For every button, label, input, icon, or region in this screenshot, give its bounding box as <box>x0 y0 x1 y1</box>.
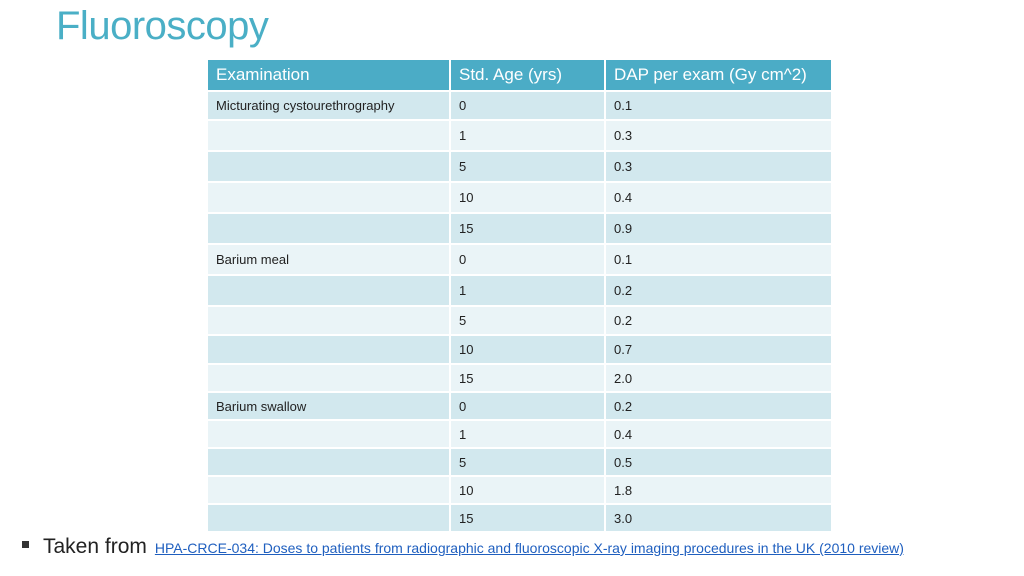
table-row: Micturating cystourethrography 0 0.1 <box>208 90 831 119</box>
cell-std-age: 15 <box>451 363 606 391</box>
cell-examination: Barium meal <box>208 243 451 274</box>
table-row: Barium meal 0 0.1 <box>208 243 831 274</box>
table-row: 10 0.7 <box>208 334 831 363</box>
table-row: Barium swallow 0 0.2 <box>208 391 831 419</box>
cell-std-age: 0 <box>451 243 606 274</box>
table-header-row: Examination Std. Age (yrs) DAP per exam … <box>208 60 831 90</box>
table-row: 1 0.4 <box>208 419 831 447</box>
cell-dap: 0.1 <box>606 90 831 119</box>
header-dap: DAP per exam (Gy cm^2) <box>606 60 831 90</box>
cell-examination <box>208 475 451 503</box>
cell-examination: Barium swallow <box>208 391 451 419</box>
table-row: 5 0.5 <box>208 447 831 475</box>
cell-dap: 3.0 <box>606 503 831 531</box>
cell-dap: 0.2 <box>606 274 831 305</box>
cell-dap: 0.3 <box>606 150 831 181</box>
cell-std-age: 5 <box>451 447 606 475</box>
cell-std-age: 10 <box>451 334 606 363</box>
cell-dap: 0.2 <box>606 305 831 334</box>
cell-std-age: 10 <box>451 475 606 503</box>
source-lead: Taken from <box>43 535 147 558</box>
table-row: 15 2.0 <box>208 363 831 391</box>
cell-examination <box>208 334 451 363</box>
cell-std-age: 5 <box>451 150 606 181</box>
cell-examination <box>208 181 451 212</box>
cell-examination <box>208 503 451 531</box>
header-std-age: Std. Age (yrs) <box>451 60 606 90</box>
cell-dap: 0.4 <box>606 181 831 212</box>
cell-examination <box>208 447 451 475</box>
cell-examination <box>208 363 451 391</box>
cell-examination <box>208 150 451 181</box>
cell-std-age: 15 <box>451 212 606 243</box>
table-row: 15 0.9 <box>208 212 831 243</box>
cell-dap: 0.7 <box>606 334 831 363</box>
cell-examination <box>208 305 451 334</box>
cell-dap: 0.9 <box>606 212 831 243</box>
cell-std-age: 0 <box>451 391 606 419</box>
cell-examination <box>208 274 451 305</box>
cell-dap: 0.3 <box>606 119 831 150</box>
cell-std-age: 1 <box>451 274 606 305</box>
dose-table: Examination Std. Age (yrs) DAP per exam … <box>208 60 831 531</box>
cell-std-age: 5 <box>451 305 606 334</box>
cell-std-age: 10 <box>451 181 606 212</box>
cell-examination <box>208 419 451 447</box>
cell-dap: 0.4 <box>606 419 831 447</box>
cell-std-age: 0 <box>451 90 606 119</box>
cell-examination <box>208 212 451 243</box>
table-row: 5 0.2 <box>208 305 831 334</box>
source-link[interactable]: HPA-CRCE-034: Doses to patients from rad… <box>154 540 904 556</box>
table-row: 15 3.0 <box>208 503 831 531</box>
cell-dap: 0.1 <box>606 243 831 274</box>
cell-std-age: 1 <box>451 419 606 447</box>
cell-dap: 0.2 <box>606 391 831 419</box>
source-note: Taken from HPA-CRCE-034: Doses to patien… <box>22 535 904 559</box>
cell-dap: 2.0 <box>606 363 831 391</box>
cell-examination: Micturating cystourethrography <box>208 90 451 119</box>
cell-examination <box>208 119 451 150</box>
table-body: Micturating cystourethrography 0 0.1 1 0.3 5 0… <box>208 90 831 531</box>
table-row: 10 0.4 <box>208 181 831 212</box>
bullet-icon <box>22 541 29 548</box>
cell-std-age: 15 <box>451 503 606 531</box>
table-row: 1 0.2 <box>208 274 831 305</box>
table-row: 5 0.3 <box>208 150 831 181</box>
cell-std-age: 1 <box>451 119 606 150</box>
table-row: 1 0.3 <box>208 119 831 150</box>
cell-dap: 1.8 <box>606 475 831 503</box>
header-examination: Examination <box>208 60 451 90</box>
cell-dap: 0.5 <box>606 447 831 475</box>
table-row: 10 1.8 <box>208 475 831 503</box>
slide-title: Fluoroscopy <box>56 4 269 48</box>
